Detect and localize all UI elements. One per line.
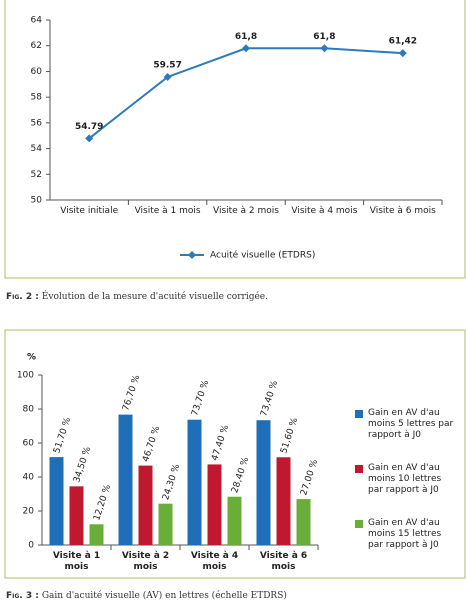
y-tick-label: 100 [17, 371, 34, 381]
legend-swatch [355, 465, 363, 473]
value-label: 12,20 % [92, 483, 113, 522]
y-axis-label: % [27, 353, 36, 363]
y-tick-label: 56 [31, 118, 43, 128]
x-tick-label: Visite à 1 mois [52, 551, 101, 572]
value-label: 73,40 % [259, 379, 280, 418]
value-label: 27,00 % [299, 458, 320, 497]
y-tick-label: 64 [31, 16, 43, 26]
bar [207, 464, 222, 545]
line [88, 47, 403, 140]
value-label: 61,8 [235, 32, 257, 42]
legend-swatch [355, 410, 363, 418]
value-label: 28,40 % [230, 456, 251, 495]
value-label: 47,40 % [210, 423, 231, 462]
caption-label: Fig. 2 : [6, 292, 39, 302]
legend-marker [188, 251, 196, 259]
y-tick-label: 50 [31, 196, 43, 206]
y-tick-label: 80 [23, 405, 35, 415]
bar [227, 496, 242, 545]
caption-label: Fig. 3 : [6, 591, 39, 600]
value-label: 24,30 % [161, 463, 182, 502]
legend-swatch [355, 520, 363, 528]
value-label: 73,70 % [190, 379, 211, 418]
y-tick-label: 58 [31, 93, 43, 103]
marker [85, 134, 94, 143]
legend-label: Gain en AV d'au moins 15 lettres par rap… [368, 518, 442, 550]
bar [158, 503, 173, 545]
bar [187, 419, 202, 545]
caption: Fig. 2 : Évolution de la mesure d'acuité … [6, 292, 268, 302]
legend-label: Acuité visuelle (ETDRS) [210, 250, 315, 261]
x-tick-label: Visite à 2 mois [121, 551, 170, 572]
caption: Fig. 3 : Gain d'acuité visuelle (AV) en l… [6, 591, 287, 600]
value-label: 61,8 [313, 32, 335, 42]
value-label: 34,50 % [72, 445, 93, 484]
bar [256, 420, 271, 545]
frame [4, 0, 466, 279]
y-tick-label: 62 [31, 41, 42, 51]
marker [163, 72, 172, 81]
legend-label: Gain en AV d'au moins 5 lettres par rapp… [368, 408, 454, 440]
legend-label: Gain en AV d'au moins 10 lettres par rap… [368, 463, 442, 495]
marker [320, 44, 329, 53]
y-tick-label: 40 [23, 473, 35, 483]
marker [242, 44, 250, 53]
value-label: 59.57 [153, 60, 181, 70]
x-tick-label: Visite initiale [60, 206, 119, 216]
x-tick-label: Visite à 1 mois [134, 206, 201, 216]
bar [49, 457, 64, 545]
value-label: 54.79 [75, 122, 103, 132]
y-tick-label: 52 [31, 170, 42, 180]
caption-text: Gain d'acuité visuelle (AV) en lettres (… [41, 591, 287, 600]
marker [398, 49, 407, 58]
value-label: 46,70 % [141, 424, 162, 463]
bar [276, 457, 291, 545]
y-tick-label: 60 [23, 439, 35, 449]
caption-text: Évolution de la mesure d'acuité visuelle… [41, 292, 268, 302]
bar [69, 486, 84, 545]
bar [89, 524, 104, 545]
y-tick-label: 20 [23, 507, 35, 517]
y-tick-label: 60 [31, 67, 43, 77]
x-tick-label: Visite à 6 mois [259, 551, 308, 572]
x-tick-label: Visite à 6 mois [369, 206, 436, 216]
bar [138, 465, 153, 545]
x-tick-label: Visite à 2 mois [212, 206, 279, 216]
x-tick-label: Visite à 4 mois [190, 551, 239, 572]
bar [118, 414, 133, 545]
frame [4, 329, 466, 579]
value-label: 51,70 % [52, 416, 73, 455]
value-label: 61,42 [389, 37, 417, 47]
x-tick-label: Visite à 4 mois [291, 206, 358, 216]
y-tick-label: 54 [31, 144, 43, 154]
y-tick-label: 0 [28, 541, 34, 551]
value-label: 76,70 % [121, 373, 142, 412]
value-label: 51,60 % [279, 416, 300, 455]
bar [296, 499, 311, 545]
